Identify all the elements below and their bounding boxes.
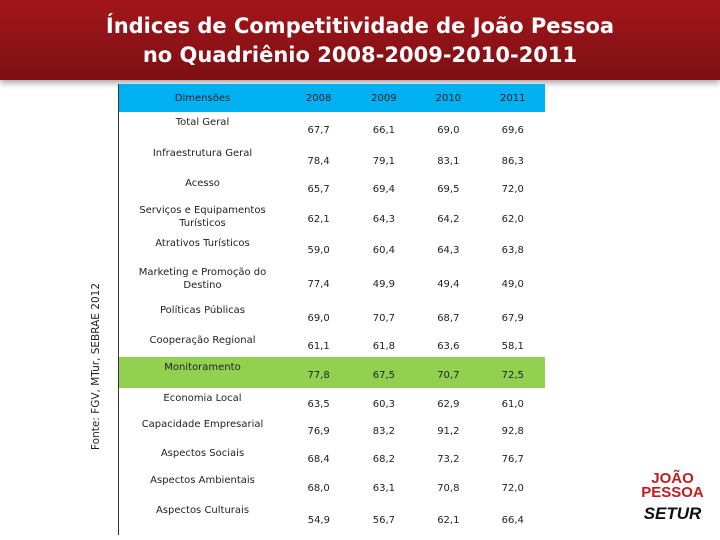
dimension-cell: Economia Local — [163, 393, 242, 404]
title-band: Índices de Competitividade de João Pesso… — [0, 0, 720, 80]
value-cell: 62,0 — [501, 214, 524, 225]
value-cell: 70,7 — [416, 357, 481, 388]
value-cell: 58,1 — [501, 341, 524, 352]
header-cell: 2011 — [480, 84, 545, 112]
logo: JOÃO PESSOA SETUR — [630, 470, 715, 524]
value-cell: 72,0 — [501, 482, 524, 494]
value-cell: 77,4 — [307, 278, 330, 290]
value-cell: 69,5 — [437, 184, 460, 195]
value-cell: 77,8 — [286, 357, 352, 388]
table-row: Monitoramento 77,8 67,5 70,7 72,5 — [118, 357, 545, 388]
value-cell: 68,4 — [307, 454, 330, 465]
value-cell: 67,5 — [351, 357, 417, 388]
value-cell: 61,1 — [307, 341, 330, 352]
value-cell: 59,0 — [307, 245, 330, 256]
dimension-cell: Infraestrutura Geral — [152, 148, 253, 159]
dimension-cell: Aspectos Ambientais — [150, 475, 255, 486]
value-cell: 83,2 — [372, 426, 396, 437]
logo-text: JOÃO — [651, 470, 694, 487]
dimension-cell: Cooperação Regional — [149, 335, 256, 346]
table-row: Infraestrutura Geral 78,4 79,1 83,1 86,3 — [119, 143, 546, 173]
value-cell: 61,8 — [372, 341, 396, 352]
dimension-cell: Total Geral — [175, 117, 230, 128]
value-cell: 63,1 — [372, 482, 396, 494]
value-cell: 79,1 — [372, 155, 396, 167]
table-row: Políticas Públicas 69,0 70,7 68,7 67,9 — [119, 300, 546, 330]
dimension-cell: Marketing e Promoção do Destino — [138, 267, 267, 291]
value-cell: 86,3 — [501, 155, 524, 167]
value-cell: 83,1 — [437, 155, 460, 167]
table: Dimensões 2008 2009 2010 2011 Total Geral 67,7… — [118, 84, 545, 535]
value-cell: 49,0 — [501, 278, 524, 290]
value-cell: 92,8 — [501, 426, 524, 437]
table-row: Serviços e Equipamentos Turísticos 62,1 64… — [119, 200, 546, 233]
value-cell: 60,3 — [372, 398, 396, 410]
logo-text: PESSOA — [641, 484, 704, 501]
value-cell: 61,0 — [501, 398, 524, 410]
value-cell: 60,4 — [372, 245, 396, 256]
dimension-cell: Aspectos Culturais — [155, 505, 250, 516]
value-cell: 73,2 — [437, 454, 460, 465]
value-cell: 69,4 — [372, 184, 396, 195]
value-cell: 68,2 — [372, 454, 396, 465]
table-row: Total Geral 67,7 66,1 69,0 69,6 — [119, 112, 546, 143]
value-cell: 67,7 — [307, 125, 330, 136]
value-cell: 72,0 — [501, 184, 524, 195]
value-cell: 64,2 — [437, 214, 460, 225]
value-cell: 62,1 — [307, 214, 330, 225]
value-cell: 69,6 — [501, 125, 524, 136]
value-cell: 54,9 — [307, 515, 330, 526]
header-cell: Dimensões — [118, 84, 286, 112]
value-cell: 70,7 — [372, 312, 396, 324]
dimension-cell: Capacidade Empresarial — [141, 419, 264, 430]
value-cell: 78,4 — [307, 155, 330, 167]
header-cell: 2010 — [416, 84, 481, 112]
dimension-cell: Monitoramento — [118, 357, 286, 388]
dimension-cell: Políticas Públicas — [160, 305, 245, 316]
value-cell: 63,5 — [307, 398, 330, 410]
value-cell: 69,0 — [437, 125, 460, 136]
value-cell: 66,1 — [372, 125, 396, 136]
value-cell: 56,7 — [372, 515, 396, 526]
value-cell: 65,7 — [307, 184, 330, 195]
value-cell: 63,8 — [501, 245, 524, 256]
value-cell: 76,9 — [307, 426, 330, 437]
table-row: Marketing e Promoção do Destino 77,4 49,9 4… — [119, 262, 546, 300]
header-cell: 2008 — [286, 84, 352, 112]
value-cell: 62,1 — [437, 515, 460, 526]
logo-text: SETUR — [643, 504, 702, 523]
source-note: Fonte: FGV, MTur, SEBRAE 2012 — [90, 282, 102, 450]
value-cell: 72,5 — [480, 357, 545, 388]
title-line: Índices de Competitividade de João Pesso… — [105, 14, 615, 38]
table-row: Acesso 65,7 69,4 69,5 72,0 — [119, 173, 546, 200]
value-cell: 76,7 — [501, 454, 524, 465]
table-row: Aspectos Ambientais 68,0 63,1 70,8 72,0 — [119, 470, 546, 500]
value-cell: 63,6 — [437, 341, 460, 352]
value-cell: 68,0 — [307, 482, 330, 494]
value-cell: 69,0 — [307, 312, 330, 324]
value-cell: 68,7 — [437, 312, 460, 324]
value-cell: 70,8 — [437, 482, 460, 494]
value-cell: 49,9 — [372, 278, 396, 290]
table-row: Atrativos Turísticos 59,0 60,4 64,3 63,8 — [119, 233, 546, 262]
title-line: no Quadriênio 2008-2009-2010-2011 — [142, 43, 578, 67]
value-cell: 66,4 — [501, 515, 524, 526]
dimension-cell: Serviços e Equipamentos Turísticos — [139, 205, 266, 229]
value-cell: 64,3 — [372, 214, 396, 225]
table-row: Aspectos Sociais 68,4 68,2 73,2 76,7 — [119, 443, 546, 470]
value-cell: 62,9 — [437, 398, 460, 410]
dimension-cell: Aspectos Sociais — [160, 448, 245, 459]
dimension-cell: Acesso — [185, 178, 220, 189]
value-cell: 91,2 — [437, 426, 460, 437]
dimension-cell: Atrativos Turísticos — [155, 238, 250, 249]
table-row: Capacidade Empresarial 76,9 83,2 91,2 92,8 — [119, 414, 546, 443]
header-cell: 2009 — [351, 84, 417, 112]
table-row: Aspectos Culturais 54,9 56,7 62,1 66,4 — [119, 500, 546, 535]
table-row: Economia Local 63,5 60,3 62,9 61,0 — [119, 388, 546, 414]
value-cell: 49,4 — [437, 278, 460, 290]
table-row: Cooperação Regional 61,1 61,8 63,6 58,1 — [119, 330, 546, 357]
value-cell: 67,9 — [501, 312, 524, 324]
value-cell: 64,3 — [437, 245, 460, 256]
